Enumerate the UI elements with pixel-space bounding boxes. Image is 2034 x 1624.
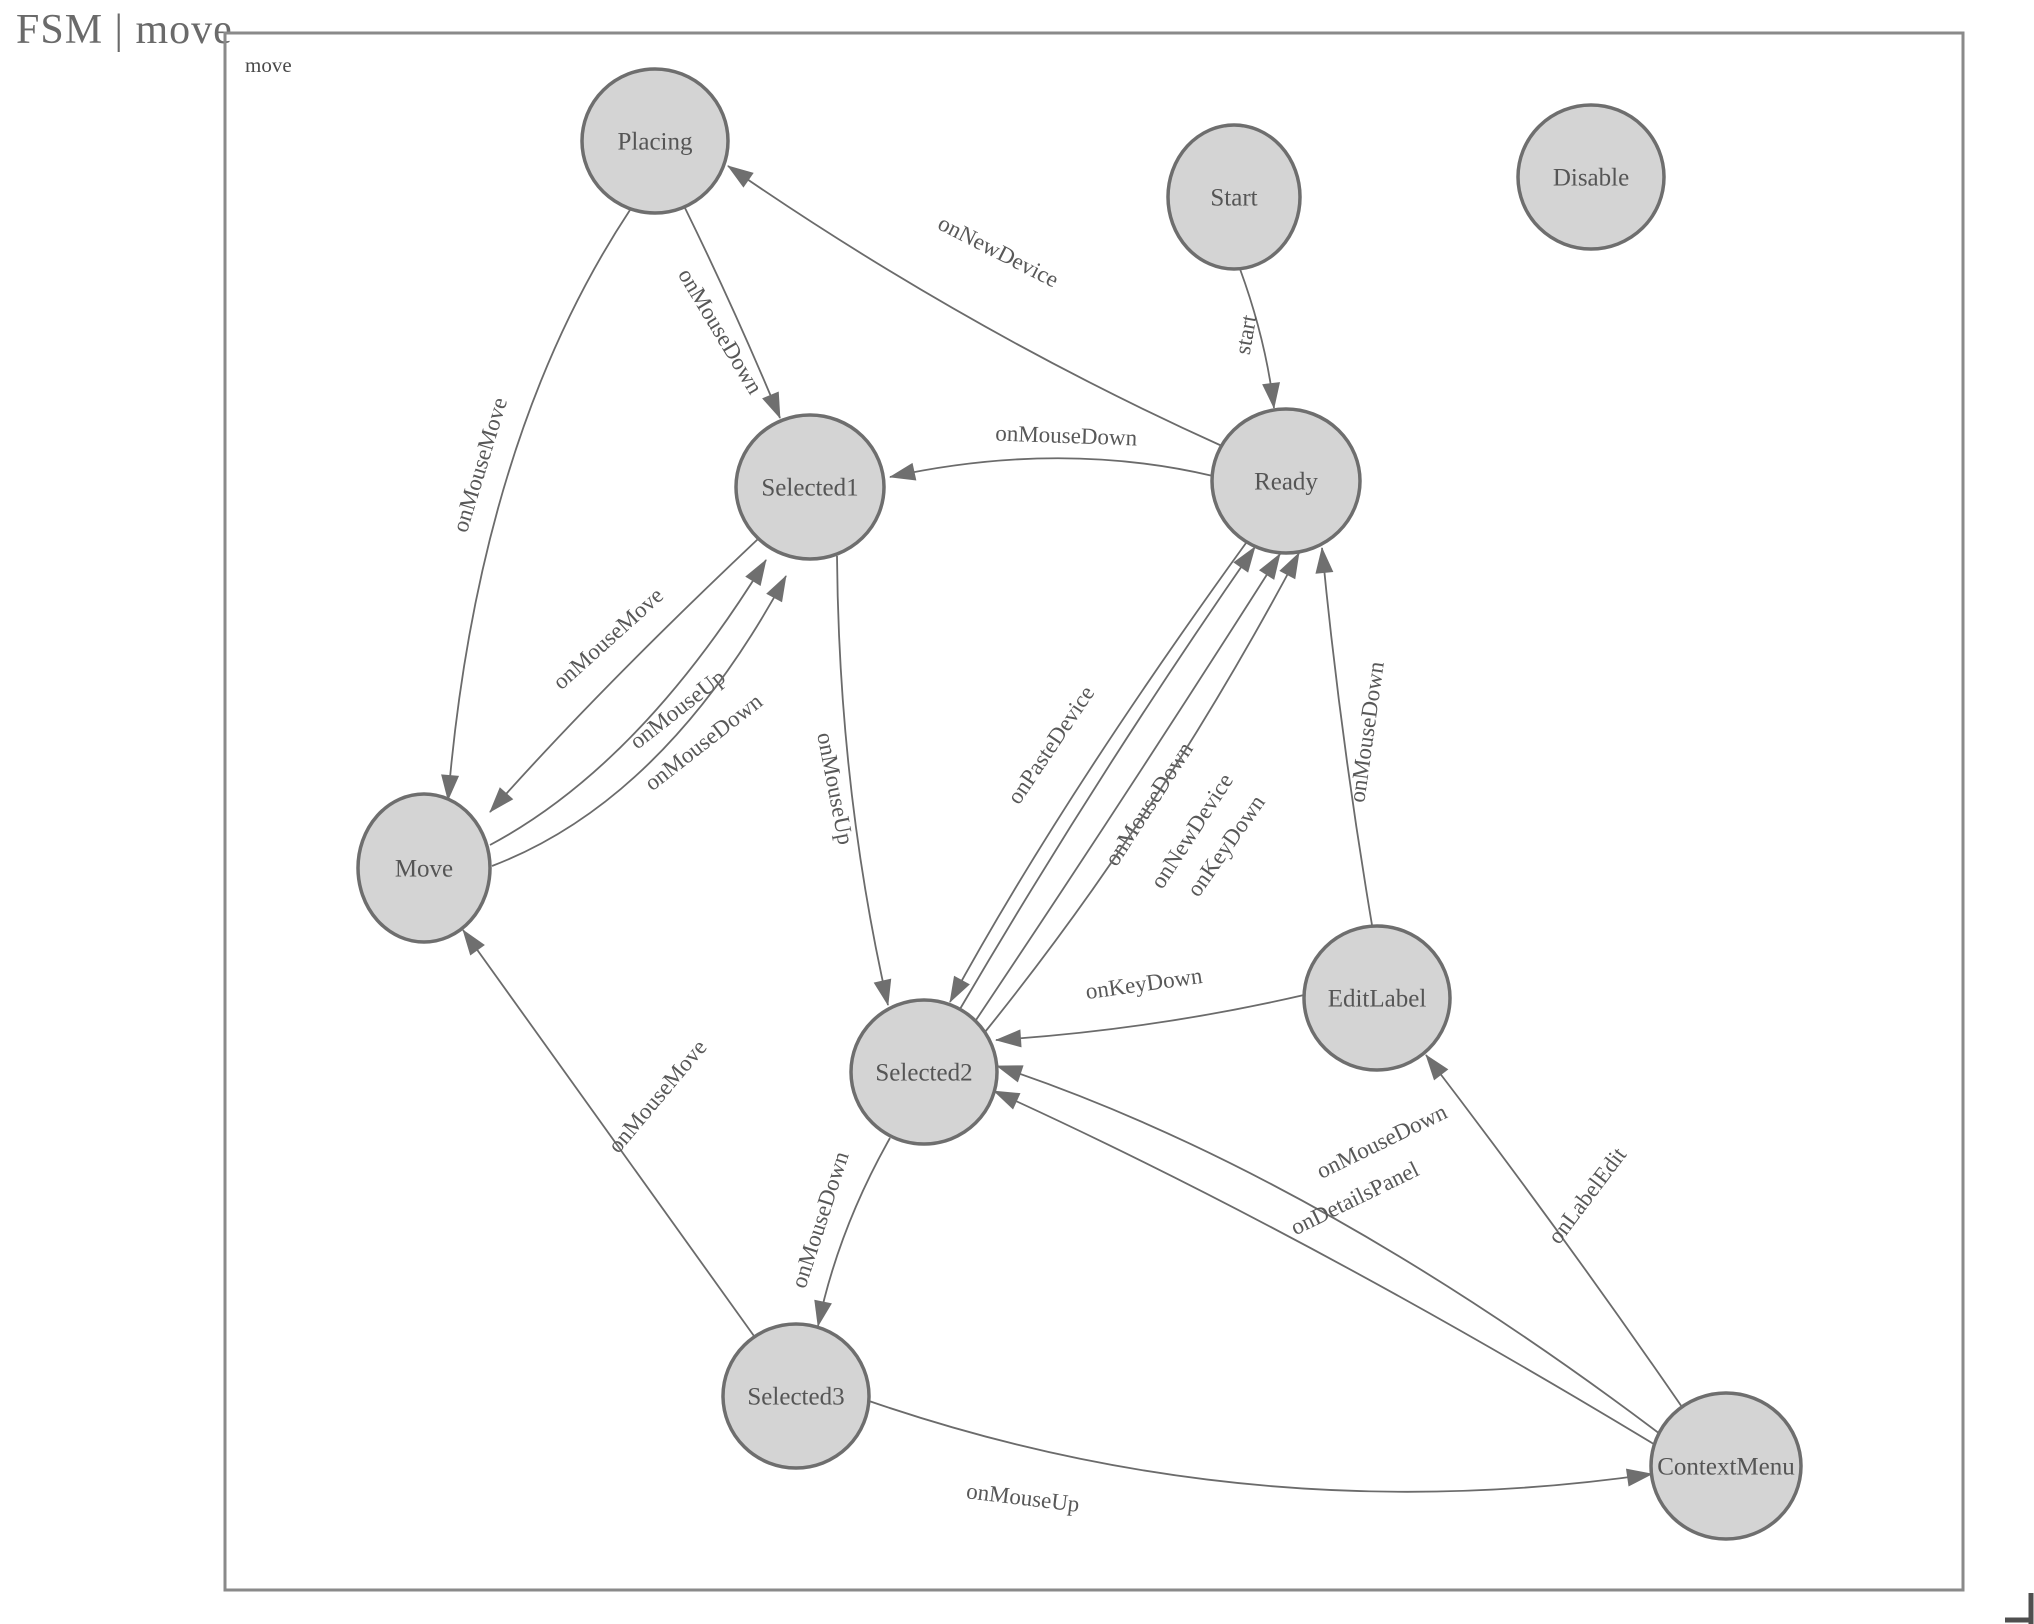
node-label-Selected3: Selected3: [747, 1383, 844, 1410]
node-Move[interactable]: Move: [356, 792, 492, 944]
edge-Placing-Selected1: [684, 207, 781, 419]
edge-Selected2-Ready: [959, 546, 1256, 1010]
node-label-Disable: Disable: [1553, 164, 1629, 191]
node-Selected1[interactable]: Selected1: [734, 413, 886, 561]
edge-Move-Selected1: [491, 575, 787, 867]
node-Start[interactable]: Start: [1166, 123, 1302, 271]
node-label-ContextMenu: ContextMenu: [1657, 1453, 1795, 1480]
edge-label-Ready-Selected2: onPasteDevice: [1002, 681, 1099, 808]
node-circle-Ready[interactable]: [1210, 407, 1362, 555]
edge-label-ContextMenu-EditLabel: onLabelEdit: [1543, 1142, 1632, 1248]
node-EditLabel[interactable]: EditLabel: [1302, 924, 1452, 1072]
node-circle-Move[interactable]: [356, 792, 492, 944]
edge-Selected2-Ready: [975, 553, 1281, 1021]
edge-Selected3-Move: [462, 929, 755, 1337]
node-circle-Disable[interactable]: [1516, 103, 1666, 251]
node-circle-Selected3[interactable]: [721, 1322, 871, 1470]
node-label-Start: Start: [1210, 184, 1257, 211]
node-circle-EditLabel[interactable]: [1302, 924, 1452, 1072]
edge-ContextMenu-EditLabel: [1425, 1054, 1683, 1408]
edge-label-Ready-Placing: onNewDevice: [934, 210, 1063, 292]
edge-label-ContextMenu-Selected2: onDetailsPanel: [1287, 1157, 1423, 1241]
node-label-EditLabel: EditLabel: [1328, 985, 1427, 1012]
diagram-frame: [223, 31, 1965, 1592]
edge-Selected2-Ready: [984, 552, 1300, 1033]
edge-label-Selected1-Move: onMouseMove: [548, 583, 668, 695]
corner-resize-mark: [2005, 1593, 2034, 1624]
edge-Start-Ready: [1239, 268, 1281, 409]
edge-ContextMenu-Selected2: [993, 1090, 1658, 1447]
edge-Selected2-Selected3: [814, 1137, 891, 1327]
node-label-Selected2: Selected2: [875, 1059, 972, 1086]
edge-label-EditLabel-Ready: onMouseDown: [1344, 660, 1389, 804]
node-ContextMenu[interactable]: ContextMenu: [1649, 1391, 1803, 1541]
page-title: FSM | move: [16, 7, 233, 53]
edge-Ready-Selected2: [949, 542, 1247, 1003]
edge-label-Selected2-Selected3: onMouseDown: [786, 1148, 854, 1291]
canvas-label: move: [245, 53, 292, 77]
edge-label-Start-Ready: start: [1230, 312, 1262, 356]
node-circle-Selected1[interactable]: [734, 413, 886, 561]
nodes-layer: Placing Start Disable Ready Selected1 Move Sel…: [356, 67, 1803, 1541]
edge-label-Selected3-ContextMenu: onMouseUp: [965, 1478, 1081, 1517]
edge-Selected1-Selected2: [836, 555, 892, 1006]
node-circle-Start[interactable]: [1166, 123, 1302, 271]
node-circle-Placing[interactable]: [580, 67, 730, 215]
edge-label-Ready-Selected1: onMouseDown: [995, 421, 1138, 451]
node-label-Selected1: Selected1: [761, 474, 858, 501]
edge-ContextMenu-Selected2: [996, 1065, 1661, 1435]
edges-layer: start onNewDevice onMouseDown onMouseDown on…: [441, 165, 1683, 1517]
node-label-Ready: Ready: [1254, 468, 1318, 495]
edge-Move-Selected1: [489, 559, 767, 846]
node-label-Placing: Placing: [618, 128, 693, 155]
edge-Selected3-ContextMenu: [868, 1400, 1653, 1493]
node-Ready[interactable]: Ready: [1210, 407, 1362, 555]
edge-EditLabel-Ready: [1315, 547, 1373, 926]
edge-Ready-Selected1: [889, 457, 1214, 481]
node-Selected2[interactable]: Selected2: [849, 998, 999, 1146]
edge-label-Selected3-Move: onMouseMove: [603, 1035, 712, 1158]
edge-Placing-Move: [441, 209, 631, 801]
edge-EditLabel-Selected2: [995, 994, 1305, 1048]
edge-label-EditLabel-Selected2: onKeyDown: [1084, 963, 1204, 1004]
node-label-Move: Move: [395, 855, 453, 882]
edge-Ready-Placing: [727, 165, 1223, 447]
node-Selected3[interactable]: Selected3: [721, 1322, 871, 1470]
node-Placing[interactable]: Placing: [580, 67, 730, 215]
node-Disable[interactable]: Disable: [1516, 103, 1666, 251]
edge-Selected1-Move: [489, 538, 759, 813]
node-circle-Selected2[interactable]: [849, 998, 999, 1146]
node-circle-ContextMenu[interactable]: [1649, 1391, 1803, 1541]
edge-label-Placing-Move: onMouseMove: [448, 395, 513, 536]
